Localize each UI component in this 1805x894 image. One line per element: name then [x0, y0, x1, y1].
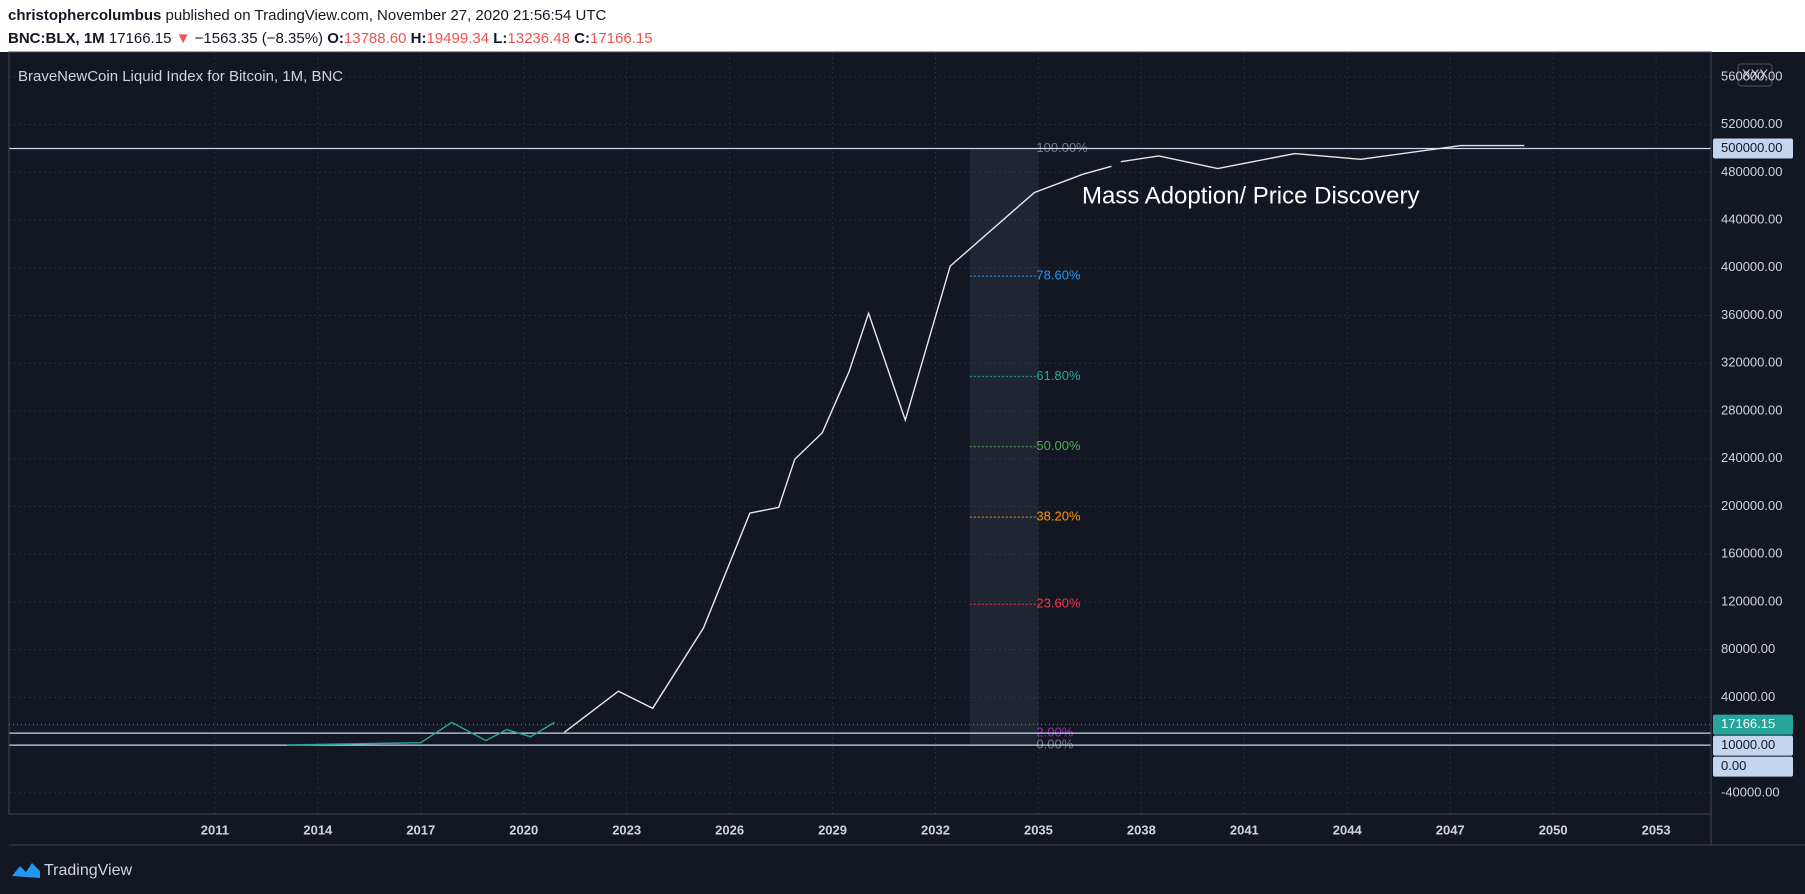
- y-tick-label: 200000.00: [1721, 498, 1782, 513]
- down-arrow: ▼: [176, 30, 191, 47]
- corner-box: [1737, 63, 1773, 87]
- x-tick-label: 2038: [1127, 822, 1156, 837]
- symbol: BNC:BLX, 1M: [8, 30, 105, 47]
- author: christophercolumbus: [8, 7, 161, 24]
- close: 17166.15: [590, 30, 653, 47]
- fib-label: 38.20%: [1036, 509, 1081, 524]
- x-tick-label: 2053: [1642, 822, 1671, 837]
- y-tick-label: 480000.00: [1721, 164, 1782, 179]
- plot-frame: [8, 51, 1712, 815]
- y-tick-label: 520000.00: [1721, 116, 1782, 131]
- c-label: C:: [574, 30, 590, 47]
- x-tick-label: 2011: [201, 822, 229, 837]
- y-tick-label: 560000.00: [1721, 68, 1782, 83]
- plot: 100.00% 78.60% 61.80% 50.00% 38.20% 23.60% 2.0…: [9, 52, 1711, 814]
- price-badge: [1713, 138, 1793, 159]
- y-tick-label: 360000.00: [1721, 307, 1782, 322]
- high: 19499.34: [426, 30, 489, 47]
- price-badge-label: 10000.00: [1721, 737, 1775, 752]
- x-tick-label: 2044: [1333, 822, 1363, 837]
- h-label: H:: [411, 30, 427, 47]
- y-tick-label: 320000.00: [1721, 355, 1782, 370]
- y-tick-label: 240000.00: [1721, 450, 1782, 465]
- l-label: L:: [493, 30, 507, 47]
- last: 17166.15: [109, 30, 172, 47]
- x-tick-label: 2029: [818, 822, 847, 837]
- price-badge: [1713, 714, 1793, 735]
- fib-label: 0.00%: [1036, 737, 1073, 752]
- x-tick-label: 2017: [406, 822, 435, 837]
- price-line: [563, 144, 1525, 733]
- price-badge-label: 500000.00: [1721, 140, 1782, 155]
- header-bg: [0, 0, 1805, 52]
- annotation: Mass Adoption/ Price Discovery: [1082, 182, 1419, 209]
- fib-label: 61.80%: [1036, 368, 1081, 383]
- x-tick-label: 2014: [303, 822, 333, 837]
- fib-label: 23.60%: [1036, 596, 1081, 611]
- fib-zone: [969, 148, 1039, 746]
- change: −1563.35 (−8.35%): [195, 30, 323, 47]
- open: 13788.60: [344, 30, 407, 47]
- x-tick-label: 2032: [921, 822, 950, 837]
- y-tick-label: 440000.00: [1721, 212, 1782, 227]
- price-badge: [1713, 756, 1793, 777]
- o-label: O:: [327, 30, 344, 47]
- fib-label: 2.00%: [1036, 725, 1073, 740]
- y-tick-label: 80000.00: [1721, 641, 1775, 656]
- price-badge-label: 0.00: [1721, 758, 1746, 773]
- corner-label: XXX: [1742, 66, 1768, 81]
- fib-label: 50.00%: [1036, 438, 1081, 453]
- y-tick-label: 40000.00: [1721, 689, 1775, 704]
- published: published on TradingView.com, November 2…: [166, 7, 607, 24]
- chart-title: BraveNewCoin Liquid Index for Bitcoin, 1…: [18, 68, 343, 85]
- y-tick-label: -40000.00: [1721, 784, 1780, 799]
- x-tick-label: 2050: [1539, 822, 1568, 837]
- y-tick-label: 120000.00: [1721, 593, 1782, 608]
- x-tick-label: 2041: [1230, 822, 1259, 837]
- y-tick-label: 400000.00: [1721, 259, 1782, 274]
- fib-label: 78.60%: [1036, 268, 1081, 283]
- x-tick-label: 2047: [1436, 822, 1465, 837]
- fib-label: 100.00%: [1036, 140, 1088, 155]
- x-tick-label: 2026: [715, 822, 744, 837]
- y-tick-label: 160000.00: [1721, 546, 1782, 561]
- y-tick-label: 280000.00: [1721, 402, 1782, 417]
- x-tick-label: 2023: [612, 822, 641, 837]
- x-tick-label: 2020: [509, 822, 538, 837]
- price-badge-label: 17166.15: [1721, 716, 1775, 731]
- ohlc-line: BNC:BLX, 1M 17166.15 ▼ −1563.35 (−8.35%)…: [8, 30, 653, 47]
- header-line: christophercolumbus published on Trading…: [8, 7, 607, 24]
- logo: [12, 863, 40, 878]
- price-badge: [1713, 735, 1793, 756]
- low: 13236.48: [507, 30, 570, 47]
- x-tick-label: 2035: [1024, 822, 1053, 837]
- price-line: [286, 721, 555, 746]
- brand: TradingView: [44, 862, 132, 879]
